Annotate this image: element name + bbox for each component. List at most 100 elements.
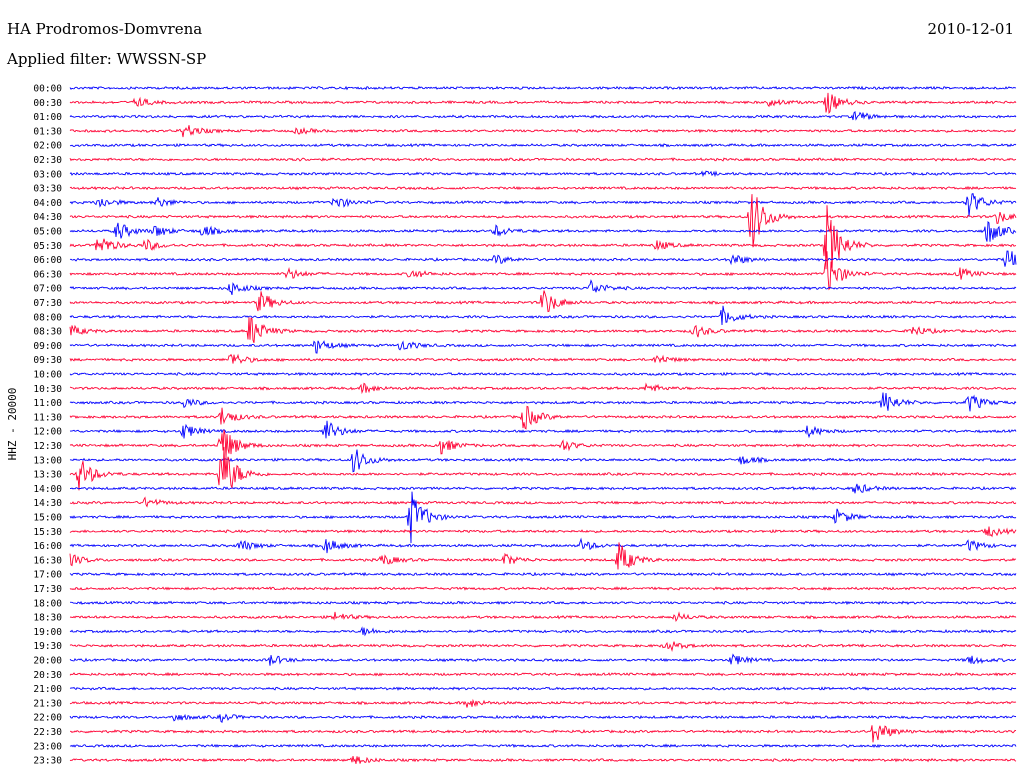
row-time-label: 03:00 xyxy=(33,169,62,180)
row-time-label: 23:00 xyxy=(33,741,62,752)
station-title: HA Prodromos-Domvrena xyxy=(7,20,203,38)
row-time-label: 20:30 xyxy=(33,670,62,681)
trace-line xyxy=(69,279,1017,296)
trace-line xyxy=(69,446,1017,491)
trace-line xyxy=(69,371,1017,377)
row-time-label: 13:30 xyxy=(33,470,62,481)
row-time-label: 14:30 xyxy=(33,498,62,509)
trace-line xyxy=(69,340,1017,354)
row-time-label: 07:30 xyxy=(33,298,62,309)
trace-line xyxy=(69,713,1017,723)
trace-line xyxy=(69,250,1017,267)
date-label: 2010-12-01 xyxy=(927,20,1014,38)
row-time-label: 14:00 xyxy=(33,484,62,495)
trace-line xyxy=(69,85,1017,91)
trace-line xyxy=(69,157,1017,162)
row-time-label: 11:30 xyxy=(33,412,62,423)
row-time-label: 13:00 xyxy=(33,455,62,466)
time-label-group: 00:00 00:30 01:00 01:30 02:00 02:30 03:00 03:30… xyxy=(33,84,62,767)
trace-line xyxy=(69,586,1017,591)
row-time-label: 08:30 xyxy=(33,327,62,338)
row-time-label: 01:00 xyxy=(33,112,62,123)
trace-line xyxy=(69,641,1017,652)
trace-line xyxy=(69,653,1017,666)
row-time-label: 20:00 xyxy=(33,656,62,667)
row-time-label: 21:30 xyxy=(33,698,62,709)
row-time-label: 09:00 xyxy=(33,341,62,352)
row-time-label: 00:30 xyxy=(33,98,62,109)
row-time-label: 09:30 xyxy=(33,355,62,366)
row-time-label: 22:30 xyxy=(33,727,62,738)
trace-line xyxy=(69,537,1017,554)
trace-line xyxy=(69,251,1017,291)
row-time-label: 08:00 xyxy=(33,312,62,323)
trace-line xyxy=(69,92,1017,115)
trace-group xyxy=(69,85,1017,764)
trace-line xyxy=(69,755,1017,764)
row-time-label: 04:30 xyxy=(33,212,62,223)
trace-line xyxy=(69,626,1017,637)
row-time-label: 06:30 xyxy=(33,269,62,280)
row-time-label: 02:00 xyxy=(33,141,62,152)
trace-line xyxy=(69,698,1017,708)
trace-line xyxy=(69,125,1017,138)
trace-line xyxy=(69,686,1017,691)
trace-line xyxy=(69,317,1017,343)
row-time-label: 05:30 xyxy=(33,241,62,252)
trace-line xyxy=(69,483,1017,494)
row-time-label: 00:00 xyxy=(33,84,62,95)
trace-line xyxy=(69,205,1017,272)
trace-line xyxy=(69,496,1017,508)
row-time-label: 04:00 xyxy=(33,198,62,209)
row-time-label: 07:00 xyxy=(33,284,62,295)
trace-line xyxy=(69,671,1017,677)
trace-line xyxy=(69,725,1017,743)
row-time-label: 15:30 xyxy=(33,527,62,538)
row-time-label: 23:30 xyxy=(33,756,62,767)
trace-line xyxy=(69,405,1017,430)
channel-label: HHZ - 20000 xyxy=(6,388,19,461)
row-time-label: 16:00 xyxy=(33,541,62,552)
trace-line xyxy=(69,193,1017,217)
trace-line xyxy=(69,392,1017,412)
row-time-label: 17:00 xyxy=(33,570,62,581)
row-time-label: 06:00 xyxy=(33,255,62,266)
trace-line xyxy=(69,743,1017,749)
trace-line xyxy=(69,194,1017,248)
trace-line xyxy=(69,429,1017,457)
row-time-label: 18:30 xyxy=(33,613,62,624)
row-time-label: 10:00 xyxy=(33,370,62,381)
trace-line xyxy=(69,571,1017,577)
row-time-label: 15:00 xyxy=(33,513,62,524)
trace-line xyxy=(69,420,1017,439)
trace-line xyxy=(69,526,1017,538)
row-time-label: 01:30 xyxy=(33,126,62,137)
trace-line xyxy=(69,185,1017,191)
row-time-label: 22:00 xyxy=(33,713,62,724)
trace-line xyxy=(69,170,1017,178)
trace-line xyxy=(69,600,1017,606)
row-time-label: 17:30 xyxy=(33,584,62,595)
trace-line xyxy=(69,491,1017,544)
filter-label: Applied filter: WWSSN-SP xyxy=(7,50,207,68)
row-time-label: 21:00 xyxy=(33,684,62,695)
trace-line xyxy=(69,353,1017,364)
trace-line xyxy=(69,382,1017,395)
trace-line xyxy=(69,449,1017,473)
trace-line xyxy=(69,111,1017,121)
row-time-label: 03:30 xyxy=(33,184,62,195)
row-time-label: 19:30 xyxy=(33,641,62,652)
trace-line xyxy=(69,290,1017,313)
row-time-label: 05:00 xyxy=(33,227,62,238)
trace-line xyxy=(69,542,1017,570)
trace-line xyxy=(69,611,1017,622)
row-time-label: 18:00 xyxy=(33,598,62,609)
row-time-label: 02:30 xyxy=(33,155,62,166)
row-time-label: 12:30 xyxy=(33,441,62,452)
trace-line xyxy=(69,142,1017,148)
trace-line xyxy=(69,221,1017,242)
row-time-label: 11:00 xyxy=(33,398,62,409)
trace-line xyxy=(69,305,1017,325)
row-time-label: 16:30 xyxy=(33,555,62,566)
